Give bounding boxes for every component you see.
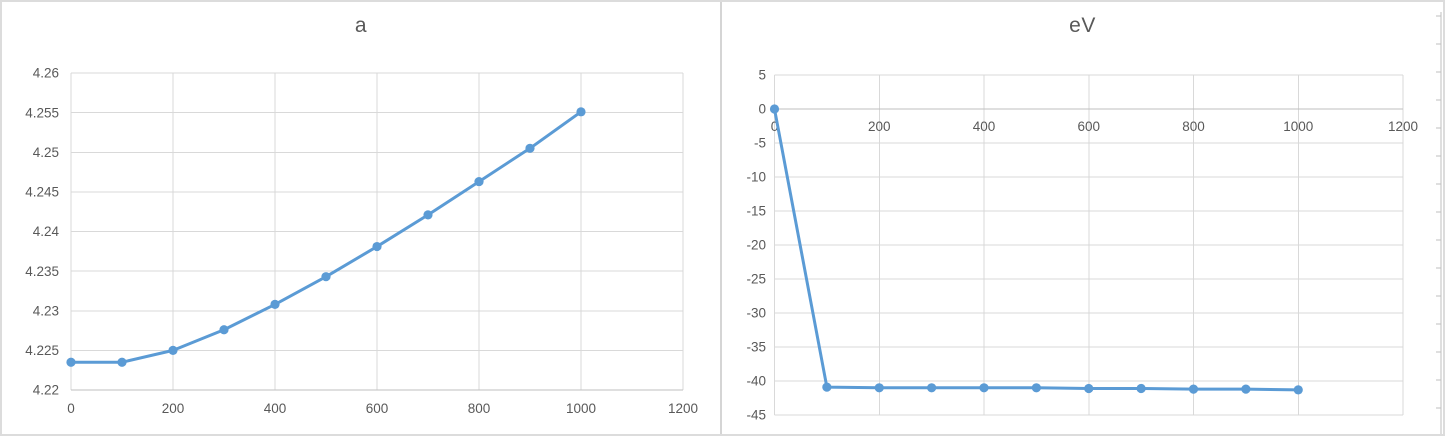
data-point-marker bbox=[1084, 383, 1094, 394]
y-tick-label: -40 bbox=[746, 374, 766, 389]
data-point-marker bbox=[270, 299, 280, 310]
data-point-marker bbox=[927, 383, 937, 393]
y-tick-label: 4.24 bbox=[33, 224, 60, 239]
y-tick-label: 0 bbox=[758, 102, 766, 117]
y-tick-label: -10 bbox=[746, 170, 766, 185]
data-point-marker bbox=[372, 241, 382, 252]
data-point-marker bbox=[474, 176, 484, 187]
x-tick-label: 800 bbox=[468, 401, 491, 416]
y-tick-label: -15 bbox=[746, 204, 766, 219]
y-tick-label: -20 bbox=[746, 238, 766, 253]
y-tick-label: -25 bbox=[746, 272, 766, 287]
adjacent-chart-axis-edge bbox=[1436, 12, 1442, 434]
data-point-marker bbox=[1136, 383, 1146, 394]
y-tick-label: 4.235 bbox=[25, 264, 59, 279]
y-tick-label: 4.26 bbox=[33, 66, 59, 81]
y-tick-label: -5 bbox=[754, 136, 766, 151]
x-tick-label: 0 bbox=[67, 401, 75, 416]
y-tick-label: 4.25 bbox=[33, 145, 59, 160]
y-tick-label: -30 bbox=[746, 306, 766, 321]
x-tick-label: 400 bbox=[973, 119, 996, 134]
data-point-marker bbox=[822, 382, 832, 392]
x-tick-label: 1000 bbox=[1283, 119, 1313, 134]
data-point-marker bbox=[321, 272, 331, 282]
data-point-marker bbox=[525, 143, 535, 153]
y-tick-label: 4.225 bbox=[25, 343, 59, 358]
x-tick-label: 1000 bbox=[566, 401, 596, 416]
line-chart-a: 4.22 4.225 4.23 4.235 4.24 4.245 4.25 4.255 4.26… bbox=[25, 66, 698, 416]
data-point-marker bbox=[66, 357, 76, 367]
data-point-marker bbox=[219, 325, 229, 335]
y-tick-label: -35 bbox=[746, 340, 766, 355]
data-point-marker bbox=[168, 345, 178, 355]
data-point-marker bbox=[117, 357, 127, 367]
x-tick-label: 1200 bbox=[1388, 119, 1418, 134]
data-point-marker bbox=[769, 104, 780, 114]
y-tick-label: 4.22 bbox=[33, 383, 59, 398]
y-tick-label: 5 bbox=[758, 68, 766, 83]
y-tick-label: 4.255 bbox=[25, 105, 59, 120]
x-tick-label: 0 bbox=[771, 119, 779, 134]
line-chart-ev: 5 0 -5 -10 -15 -20 -25 -30 -35 -40 -45 0 200 400 600 80… bbox=[746, 68, 1418, 423]
chart-panel-a[interactable]: 4.22 4.225 4.23 4.235 4.24 4.245 4.25 4.255 4.26… bbox=[2, 2, 720, 434]
x-tick-label: 600 bbox=[366, 401, 389, 416]
x-tick-label: 600 bbox=[1077, 119, 1100, 134]
data-point-marker bbox=[1031, 383, 1041, 393]
y-tick-label: 4.245 bbox=[25, 185, 59, 200]
data-point-marker bbox=[1188, 384, 1199, 394]
series-line bbox=[69, 110, 583, 364]
data-point-marker bbox=[979, 383, 989, 393]
data-point-marker bbox=[1293, 385, 1303, 395]
x-tick-label: 200 bbox=[162, 401, 185, 416]
chart-panel-ev[interactable]: 5 0 -5 -10 -15 -20 -25 -30 -35 -40 -45 0 200 400 600 80… bbox=[722, 2, 1443, 434]
panel-divider bbox=[720, 2, 722, 434]
chart-title-a: a bbox=[354, 14, 368, 37]
series-line bbox=[773, 107, 1300, 392]
x-tick-label: 400 bbox=[264, 401, 287, 416]
chart-title-ev: eV bbox=[1069, 14, 1096, 37]
data-point-marker bbox=[874, 383, 884, 393]
data-point-marker bbox=[576, 107, 586, 117]
x-tick-label: 200 bbox=[868, 119, 891, 134]
x-tick-label: 1200 bbox=[668, 401, 698, 416]
x-tick-label: 800 bbox=[1182, 119, 1205, 134]
data-point-marker bbox=[423, 210, 433, 220]
y-tick-label: -45 bbox=[746, 408, 766, 423]
data-point-marker bbox=[1241, 384, 1251, 394]
y-tick-label: 4.23 bbox=[33, 303, 59, 318]
